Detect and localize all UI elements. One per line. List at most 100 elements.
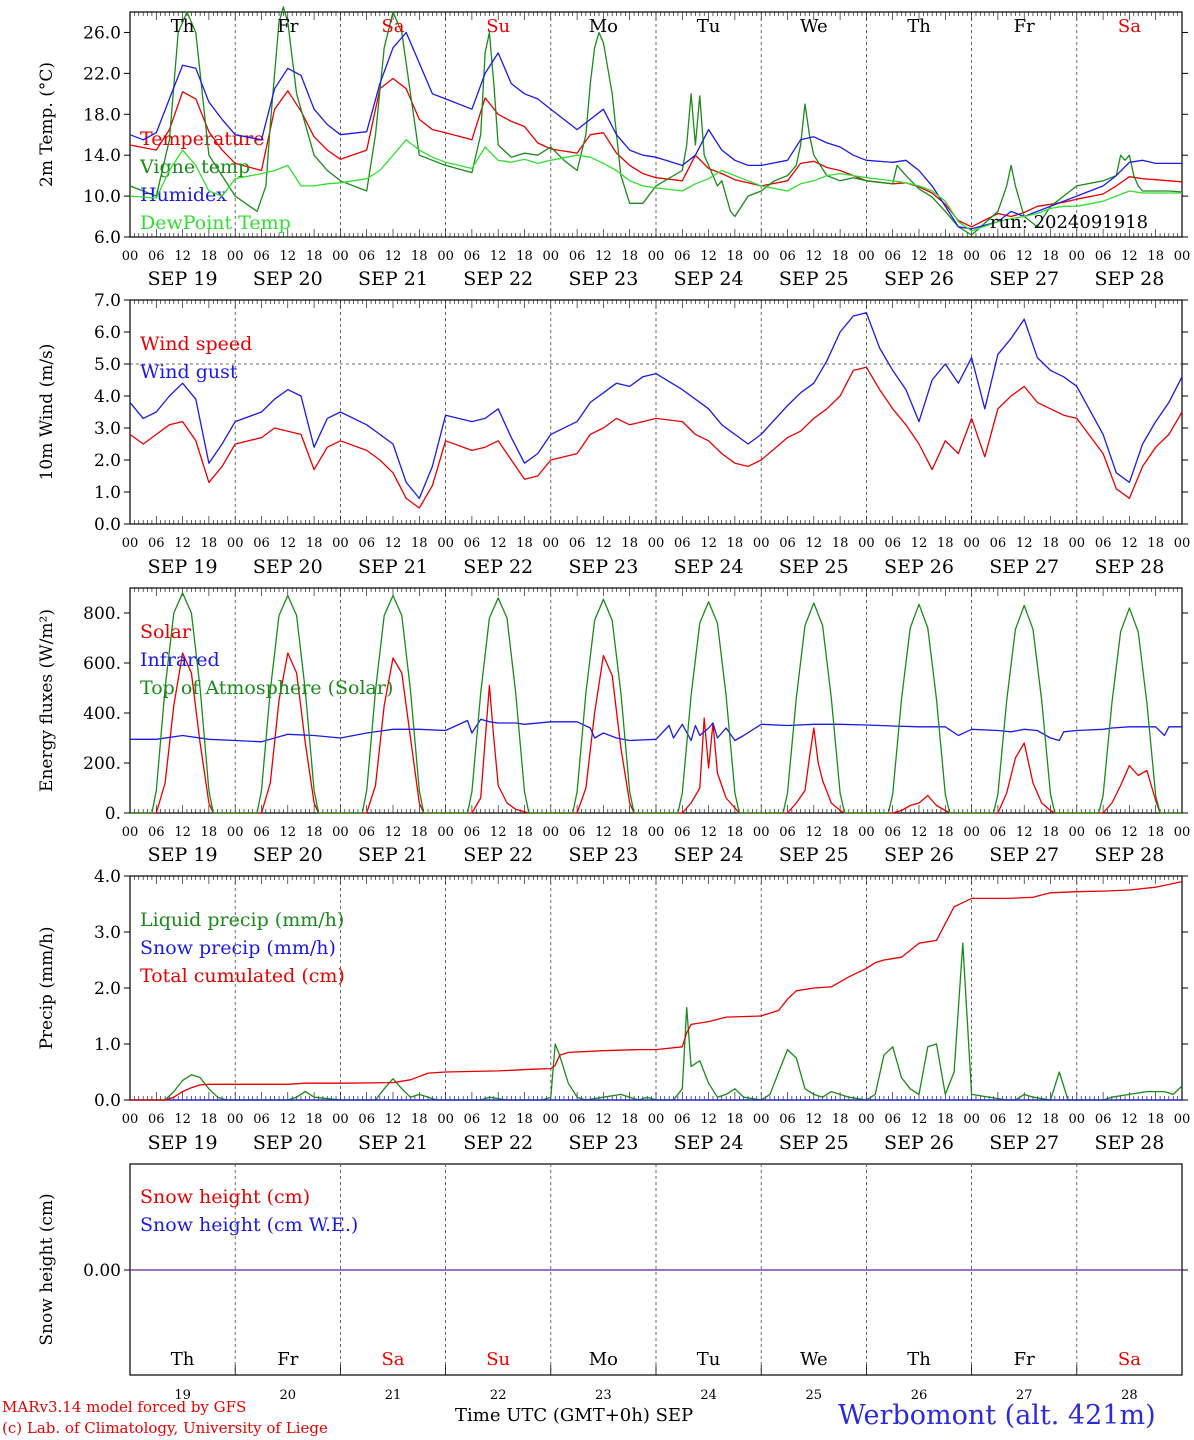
hour-label: 06 [1095,1112,1112,1127]
hour-label: 18 [621,249,638,264]
legend-entry: Top of Atmosphere (Solar) [140,677,393,699]
hour-label: 12 [174,825,191,840]
hour-label: 06 [674,249,691,264]
hour-label: 12 [385,249,402,264]
y-tick-label: 0.00 [83,1261,121,1281]
hour-label: 18 [201,249,218,264]
hour-label: 18 [621,825,638,840]
panel-frame [129,11,1183,238]
hour-label: 12 [490,249,507,264]
hour-label: 18 [832,1112,849,1127]
hour-label: 12 [806,249,823,264]
day-of-week-label: Th [907,16,931,37]
series-line [130,592,1182,814]
date-label: SEP 20 [253,268,323,290]
series-line [129,77,1183,228]
legend-entry: Total cumulated (cm) [140,965,345,987]
date-label: SEP 25 [779,556,849,578]
hour-label: 00 [1174,1112,1191,1127]
hour-label: 12 [174,536,191,551]
hour-label: 00 [648,1112,665,1127]
hour-label: 18 [832,249,849,264]
hour-label: 00 [1069,249,1086,264]
hour-label: 18 [832,536,849,551]
lab-credit: (c) Lab. of Climatology, University of L… [2,1419,328,1437]
hour-label: 18 [1147,825,1164,840]
day-of-week-label: Fr [1014,16,1035,37]
date-label: SEP 28 [1094,1132,1164,1154]
hour-label: 06 [464,249,481,264]
series-line [129,139,1182,232]
hour-label: 00 [437,249,454,264]
date-label: SEP 24 [674,844,744,866]
hour-label: 18 [727,536,744,551]
hour-label: 00 [1069,825,1086,840]
hour-label: 18 [516,1112,533,1127]
hour-label: 00 [332,249,349,264]
legend-entry: Wind speed [140,333,252,355]
y-tick-label: 6.0 [94,228,121,248]
hour-label: 06 [1095,825,1112,840]
hour-label: 12 [490,825,507,840]
hour-label: 00 [543,536,560,551]
hour-label: 12 [700,249,717,264]
hour-label: 00 [543,825,560,840]
y-tick-label: 1.0 [94,483,121,503]
y-tick-label: 3.0 [94,419,121,439]
y-tick-label: 7.0 [94,291,121,311]
hour-label: 06 [884,536,901,551]
hour-label: 06 [779,1112,796,1127]
hour-label: 12 [595,1112,612,1127]
hour-label: 12 [700,1112,717,1127]
day-of-week-label: Sa [381,1349,404,1370]
hour-label: 12 [174,249,191,264]
y-tick-label: 26.0 [83,23,121,43]
legend-entry: Humidex [140,184,227,206]
hour-label: 00 [122,1112,139,1127]
hour-label: 12 [280,1112,297,1127]
hour-label: 00 [753,536,770,551]
hour-label: 18 [306,536,323,551]
hour-label: 18 [621,536,638,551]
hour-label: 12 [1121,536,1138,551]
hour-label: 00 [332,825,349,840]
date-label: SEP 27 [989,556,1059,578]
hour-label: 06 [148,825,165,840]
day-of-week-label: Tu [697,1349,721,1370]
hour-label: 06 [990,1112,1007,1127]
day-of-week-label: Fr [277,1349,298,1370]
date-label: SEP 27 [989,1132,1059,1154]
date-label: SEP 21 [358,556,428,578]
date-label: SEP 19 [148,268,218,290]
y-tick-label: 3.0 [94,923,121,943]
hour-label: 00 [858,1112,875,1127]
hour-label: 06 [148,249,165,264]
date-label: SEP 25 [779,1132,849,1154]
y-tick-label: 10.0 [83,187,121,207]
x-axis-title: Time UTC (GMT+0h) SEP [455,1405,694,1426]
day-of-week-label: Sa [1118,16,1141,37]
date-label: SEP 19 [148,556,218,578]
y-tick-label: 4.0 [94,387,121,407]
hour-label: 06 [253,825,270,840]
y-axis-label: Energy fluxes (W/m²) [37,609,57,792]
day-of-week-label: Fr [1014,1349,1035,1370]
series-line [129,366,1183,509]
y-tick-label: 0.0 [94,1091,121,1111]
day-of-week-label: Sa [381,16,404,37]
date-label: SEP 22 [463,268,533,290]
hour-label: 12 [700,536,717,551]
date-label: SEP 27 [989,268,1059,290]
hour-label: 12 [911,249,928,264]
hour-label: 00 [1174,825,1191,840]
hour-label: 00 [227,1112,244,1127]
hour-label: 18 [727,249,744,264]
hour-label: 18 [201,1112,218,1127]
panel-frame [129,587,1183,814]
hour-label: 12 [1016,1112,1033,1127]
hour-label: 18 [411,825,428,840]
y-tick-label: 18.0 [83,105,121,125]
date-label: SEP 23 [568,556,638,578]
y-tick-label: 6.0 [94,323,121,343]
hour-label: 06 [779,249,796,264]
